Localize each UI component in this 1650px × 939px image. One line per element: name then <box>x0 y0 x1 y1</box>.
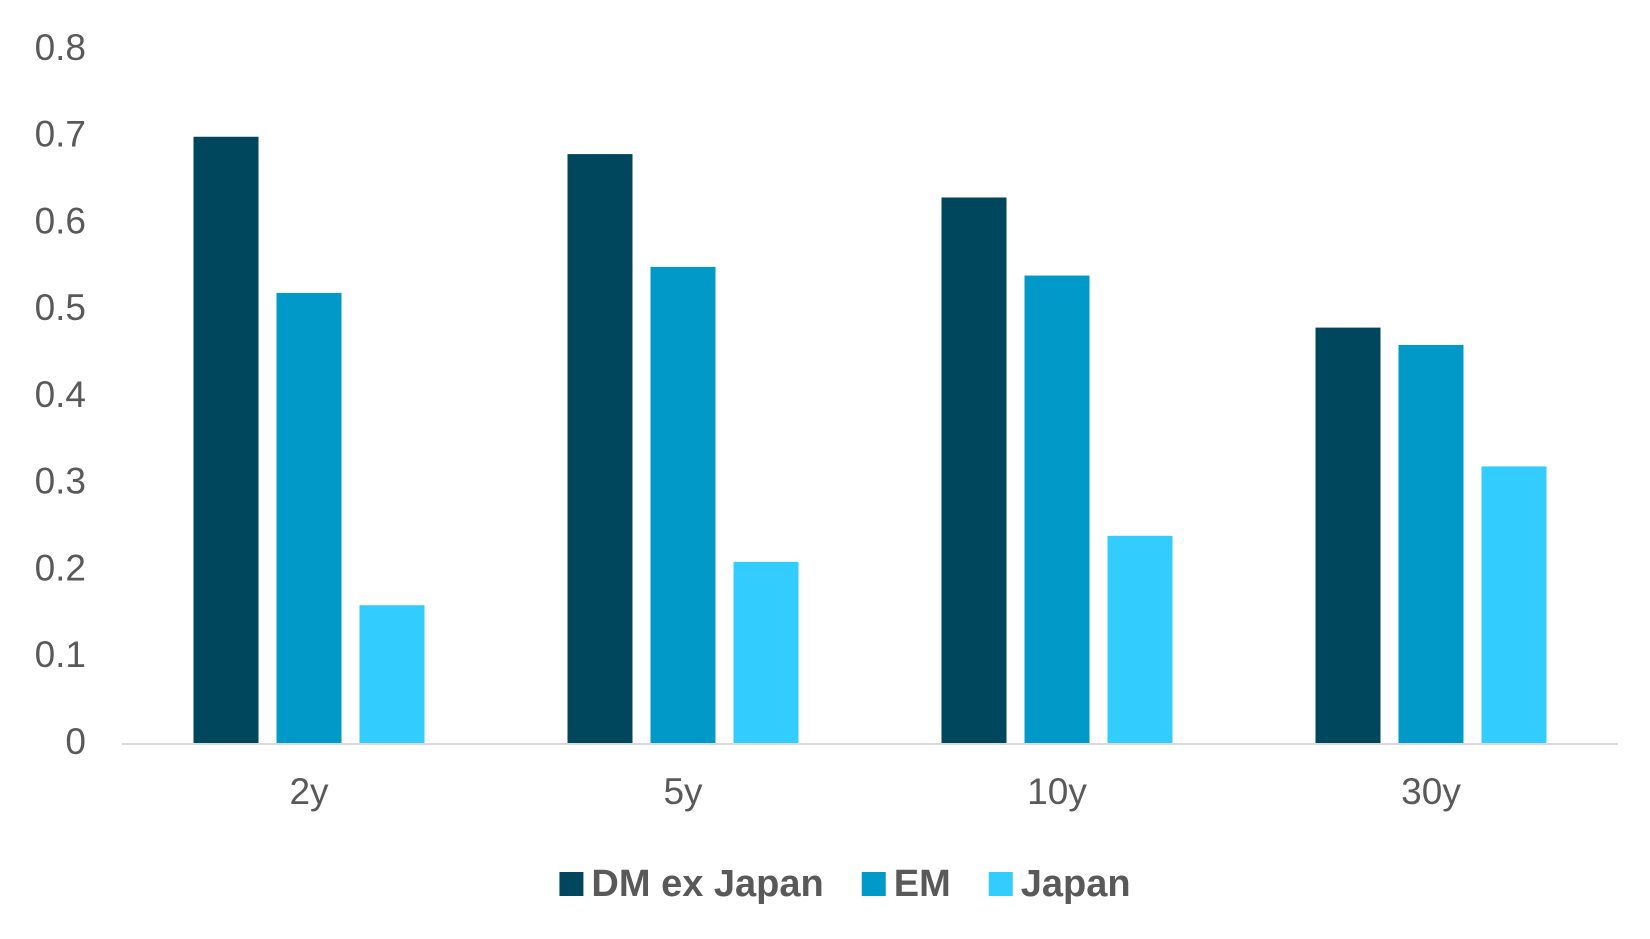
bar <box>650 266 716 744</box>
bar <box>941 197 1007 745</box>
bar <box>1481 466 1547 744</box>
y-tick-label: 0.3 <box>35 461 86 502</box>
legend-label: Japan <box>1021 863 1131 905</box>
bar <box>733 561 799 744</box>
x-tick-label: 10y <box>1027 771 1087 812</box>
bar <box>1398 344 1464 744</box>
y-tick-label: 0 <box>65 721 86 762</box>
y-tick-label: 0.6 <box>35 200 86 241</box>
bar <box>359 605 425 744</box>
bar <box>193 136 259 744</box>
y-tick-label: 0.8 <box>35 27 86 68</box>
y-tick-label: 0.1 <box>35 634 86 675</box>
y-tick-label: 0.5 <box>35 287 86 328</box>
legend-swatch <box>559 872 584 896</box>
legend-swatch <box>861 872 886 896</box>
legend: DM ex Japan EM Japan <box>559 863 1131 905</box>
legend-label: EM <box>894 863 951 905</box>
bar <box>1024 275 1090 744</box>
legend-label: DM ex Japan <box>591 863 823 905</box>
bar <box>276 292 342 744</box>
legend-swatch <box>988 872 1013 896</box>
y-tick-label: 0.7 <box>35 114 86 155</box>
bar <box>567 154 633 745</box>
y-tick-label: 0.2 <box>35 547 86 588</box>
x-tick-label: 30y <box>1401 771 1461 812</box>
bar <box>1315 327 1381 744</box>
x-tick-label: 5y <box>663 771 703 812</box>
x-tick-label: 2y <box>289 771 329 812</box>
y-tick-label: 0.4 <box>35 374 86 415</box>
bar <box>1107 535 1173 744</box>
